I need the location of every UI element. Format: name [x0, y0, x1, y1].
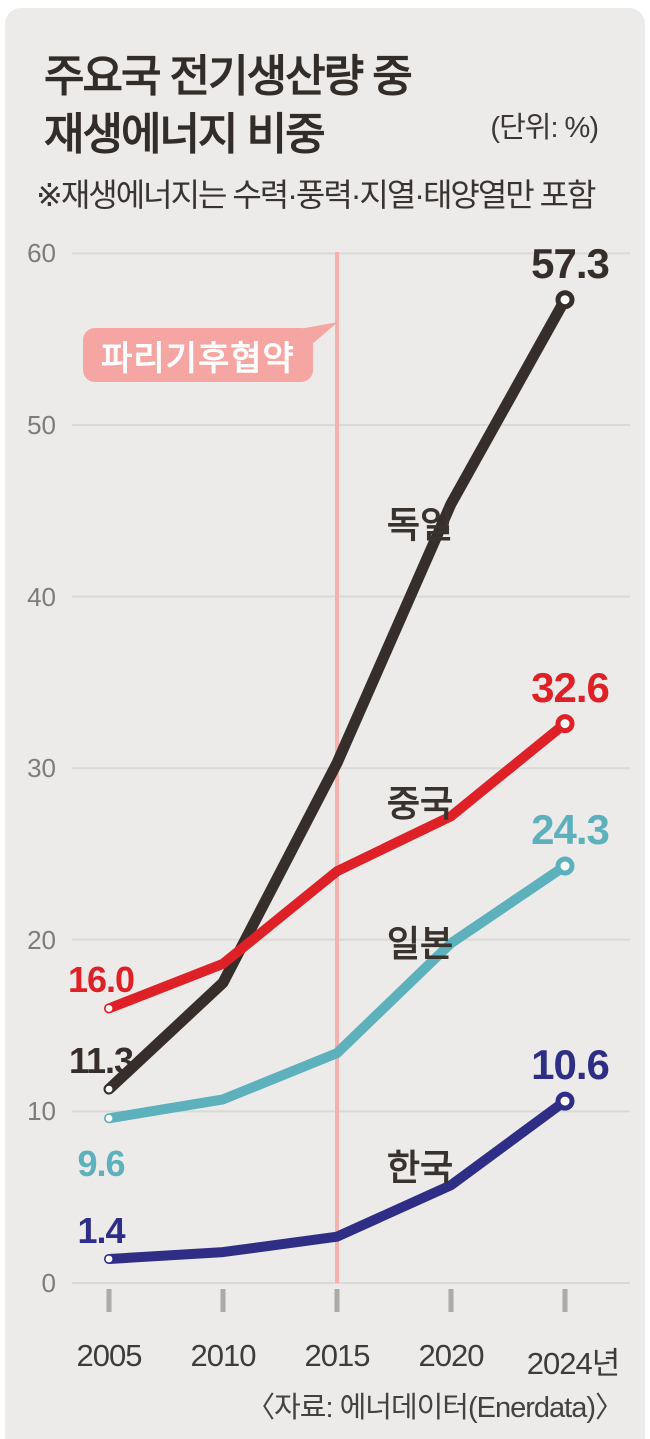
series-end-value: 10.6 [531, 1041, 610, 1089]
series-end-value: 57.3 [531, 239, 610, 287]
y-axis-label: 50 [27, 410, 56, 440]
chart-title: 주요국 전기생산량 중 재생에너지 비중 [44, 48, 413, 164]
series-name-label: 중국 [386, 783, 454, 824]
x-axis-label: 2010 [190, 1338, 257, 1373]
y-axis-label: 60 [27, 238, 56, 269]
series-end-value: 24.3 [531, 806, 610, 853]
series-end-marker [555, 714, 575, 734]
x-axis-label: 2020 [418, 1338, 485, 1373]
series-line [104, 1096, 570, 1264]
series-end-marker [555, 856, 575, 876]
series-name-label: 일본 [386, 923, 454, 964]
series-start-dot [105, 1005, 113, 1012]
x-axis-label: 2015 [304, 1338, 371, 1373]
x-axis-label: 2024년 [526, 1346, 620, 1381]
y-axis-label: 0 [41, 1268, 56, 1298]
series-start-value: 11.3 [68, 1040, 134, 1082]
series-line [104, 718, 570, 1014]
series-start-value: 16.0 [67, 959, 135, 1001]
series-start-value: 1.4 [77, 1210, 125, 1251]
series-name-label: 한국 [386, 1147, 454, 1188]
unit-label: (단위: %) [490, 112, 599, 144]
source-label: 〈자료: 에너데이터(Enerdata)〉 [246, 1392, 624, 1424]
chart-card [5, 8, 645, 1439]
x-axis-label: 2005 [76, 1338, 143, 1373]
y-axis-label: 20 [27, 924, 56, 955]
y-axis-label: 40 [27, 581, 56, 612]
series-start-dot [105, 1255, 113, 1263]
paris-agreement-callout: 파리기후협약 [83, 328, 313, 382]
series-line [104, 861, 570, 1124]
series-end-marker [555, 290, 575, 310]
series-end-value: 32.6 [531, 663, 610, 711]
y-axis-label: 30 [27, 753, 56, 784]
y-axis-label: 10 [27, 1096, 56, 1127]
chart-title-line2: 재생에너지 비중 [44, 110, 326, 159]
footnote: ※재생에너지는 수력·풍력·지열·태양열만 포함 [36, 177, 596, 213]
series-start-dot [105, 1114, 113, 1122]
series-start-dot [105, 1085, 113, 1093]
series-name-label: 독일 [386, 504, 454, 545]
series-end-marker [555, 1091, 575, 1111]
series-line [103, 294, 571, 1095]
series-start-value: 9.6 [77, 1143, 125, 1185]
chart-title-line1: 주요국 전기생산량 중 [44, 52, 413, 101]
